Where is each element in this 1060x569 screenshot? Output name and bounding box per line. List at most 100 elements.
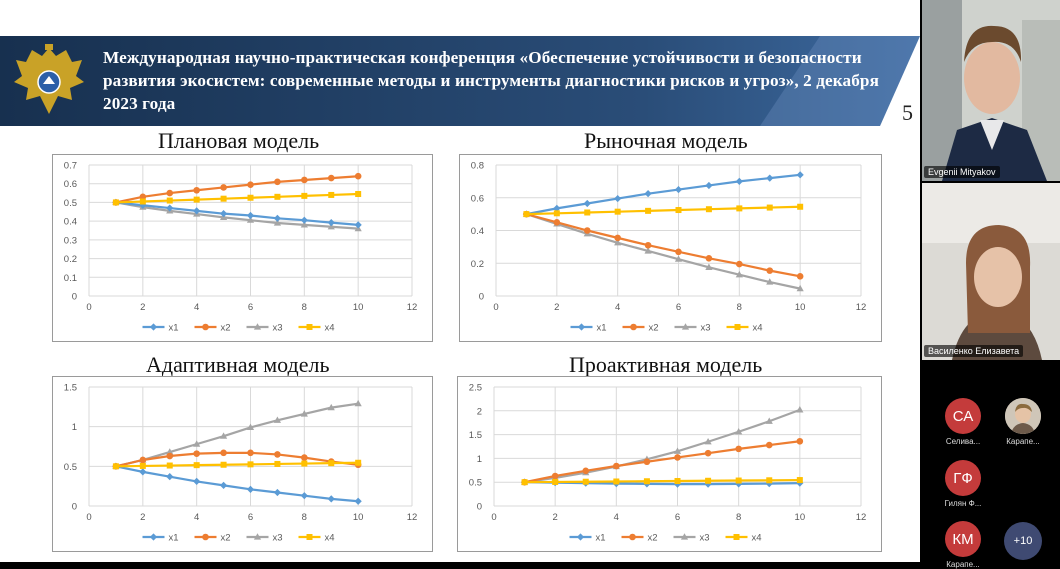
x-tick-label: 10 xyxy=(795,302,806,313)
data-point-x3 xyxy=(354,399,362,407)
data-point-x2 xyxy=(644,241,652,249)
data-point-x1 xyxy=(219,210,228,218)
eagle-emblem-icon xyxy=(14,44,84,114)
x-tick-label: 0 xyxy=(86,512,91,523)
series-x2 xyxy=(112,172,362,206)
series-x4 xyxy=(521,477,803,486)
legend-item-x2: x2 xyxy=(194,323,231,334)
data-point-x2 xyxy=(166,452,174,460)
legend-label: x4 xyxy=(325,323,335,334)
data-point-x3 xyxy=(246,423,255,431)
x-tick-label: 12 xyxy=(407,302,418,313)
more-participants-button[interactable]: +10 xyxy=(1004,522,1042,560)
data-point-x4 xyxy=(274,460,281,467)
legend-marker xyxy=(253,323,262,330)
series-line-x3 xyxy=(115,201,359,230)
series-line-x2 xyxy=(526,213,801,278)
x-tick-label: 2 xyxy=(140,302,145,313)
data-point-x4 xyxy=(521,479,528,486)
data-point-x1 xyxy=(796,171,804,179)
chart-planned-model: 0 2 4 6 8 10 12 0 0.1 0.2 0.3 0.4 0.5 0.6 0.7 x1 x2 x3 x4 xyxy=(52,154,433,342)
x-tick-label: 12 xyxy=(407,512,418,523)
line-chart-svg: 0 2 4 6 8 10 12 0 0.5 1 1.5 2 2.5 x1 x2 x3 x4 xyxy=(469,383,867,544)
chart-legend: x1 x2 x3 x4 xyxy=(569,533,762,544)
data-point-x3 xyxy=(300,221,308,228)
y-tick-label: 0.4 xyxy=(471,226,484,237)
data-point-x2 xyxy=(139,456,147,464)
legend-marker xyxy=(577,323,586,331)
legend-item-x2: x2 xyxy=(622,323,659,334)
series-line-x2 xyxy=(115,451,359,468)
data-point-x1 xyxy=(614,194,622,203)
data-point-x4 xyxy=(675,207,682,214)
data-point-x1 xyxy=(300,216,308,224)
legend-item-x2: x2 xyxy=(621,533,658,544)
video-tile-speaker[interactable]: Evgenii Mityakov xyxy=(922,0,1060,181)
y-tick-label: 0 xyxy=(72,292,77,303)
data-point-x1 xyxy=(273,488,282,497)
chart-title-planned: Плановая модель xyxy=(158,128,320,153)
series-line-x4 xyxy=(526,205,801,216)
data-point-x2 xyxy=(274,451,281,458)
series-x1 xyxy=(112,462,362,505)
y-tick-label: 0.1 xyxy=(64,273,77,284)
legend-marker xyxy=(630,323,637,331)
participant-name: Карапе... xyxy=(946,560,980,569)
banner-background xyxy=(0,36,920,126)
chart-market-model: 0 2 4 6 8 10 12 0 0.2 0.4 0.6 0.8 x1 x2 x3 x4 xyxy=(459,154,882,342)
data-point-x4 xyxy=(328,191,335,198)
data-point-x4 xyxy=(193,196,200,203)
y-tick-label: 0.8 xyxy=(471,161,484,172)
participant-item[interactable]: Карапе... xyxy=(998,398,1048,446)
y-tick-label: 1 xyxy=(72,422,77,433)
data-point-x4 xyxy=(766,477,773,484)
series-line-x1 xyxy=(526,173,801,216)
y-tick-label: 0 xyxy=(477,502,482,513)
data-point-x1 xyxy=(735,177,743,185)
y-tick-label: 0.5 xyxy=(64,462,77,473)
legend-item-x1: x1 xyxy=(569,533,606,544)
participant-photo-avatar xyxy=(1005,398,1041,434)
data-point-x4 xyxy=(355,191,362,198)
data-point-x1 xyxy=(193,477,201,486)
data-point-x4 xyxy=(553,210,560,217)
data-point-x2 xyxy=(582,467,590,475)
legend-label: x2 xyxy=(649,323,659,334)
data-point-x4 xyxy=(247,194,254,201)
data-point-x4 xyxy=(582,478,589,485)
data-point-x1 xyxy=(300,492,308,500)
data-point-x4 xyxy=(166,197,173,204)
video-tile-participant[interactable]: Василенко Елизавета xyxy=(922,183,1060,360)
y-tick-label: 2 xyxy=(477,406,482,417)
legend-marker xyxy=(576,533,585,541)
data-point-x4 xyxy=(139,462,146,469)
data-point-x4 xyxy=(301,460,308,467)
data-point-x2 xyxy=(354,172,362,180)
data-point-x2 xyxy=(220,449,227,457)
y-tick-label: 2.5 xyxy=(469,383,482,394)
x-tick-label: 8 xyxy=(736,512,741,523)
data-point-x3 xyxy=(766,278,774,285)
y-tick-label: 0.4 xyxy=(64,217,77,228)
y-tick-label: 1 xyxy=(477,454,482,465)
slide-page-number: 5 xyxy=(902,100,913,125)
data-point-x2 xyxy=(675,248,682,256)
legend-marker xyxy=(734,324,741,330)
participant-name-tag: Evgenii Mityakov xyxy=(924,166,1000,178)
data-point-x2 xyxy=(704,449,712,457)
x-tick-label: 10 xyxy=(795,512,806,523)
x-tick-label: 2 xyxy=(554,302,559,313)
data-point-x3 xyxy=(273,219,282,226)
data-point-x2 xyxy=(327,174,335,182)
data-point-x4 xyxy=(797,203,804,210)
data-point-x4 xyxy=(112,463,119,470)
data-point-x1 xyxy=(139,468,147,476)
y-tick-label: 1.5 xyxy=(64,383,77,394)
participant-item[interactable]: СА Селива... xyxy=(938,398,988,446)
data-point-x2 xyxy=(551,472,559,480)
data-point-x3 xyxy=(219,432,228,439)
legend-label: x2 xyxy=(648,533,658,544)
y-tick-label: 0 xyxy=(72,502,77,513)
participant-item[interactable]: ГФ Гилян Ф... xyxy=(938,460,988,508)
y-tick-label: 0 xyxy=(479,292,484,303)
